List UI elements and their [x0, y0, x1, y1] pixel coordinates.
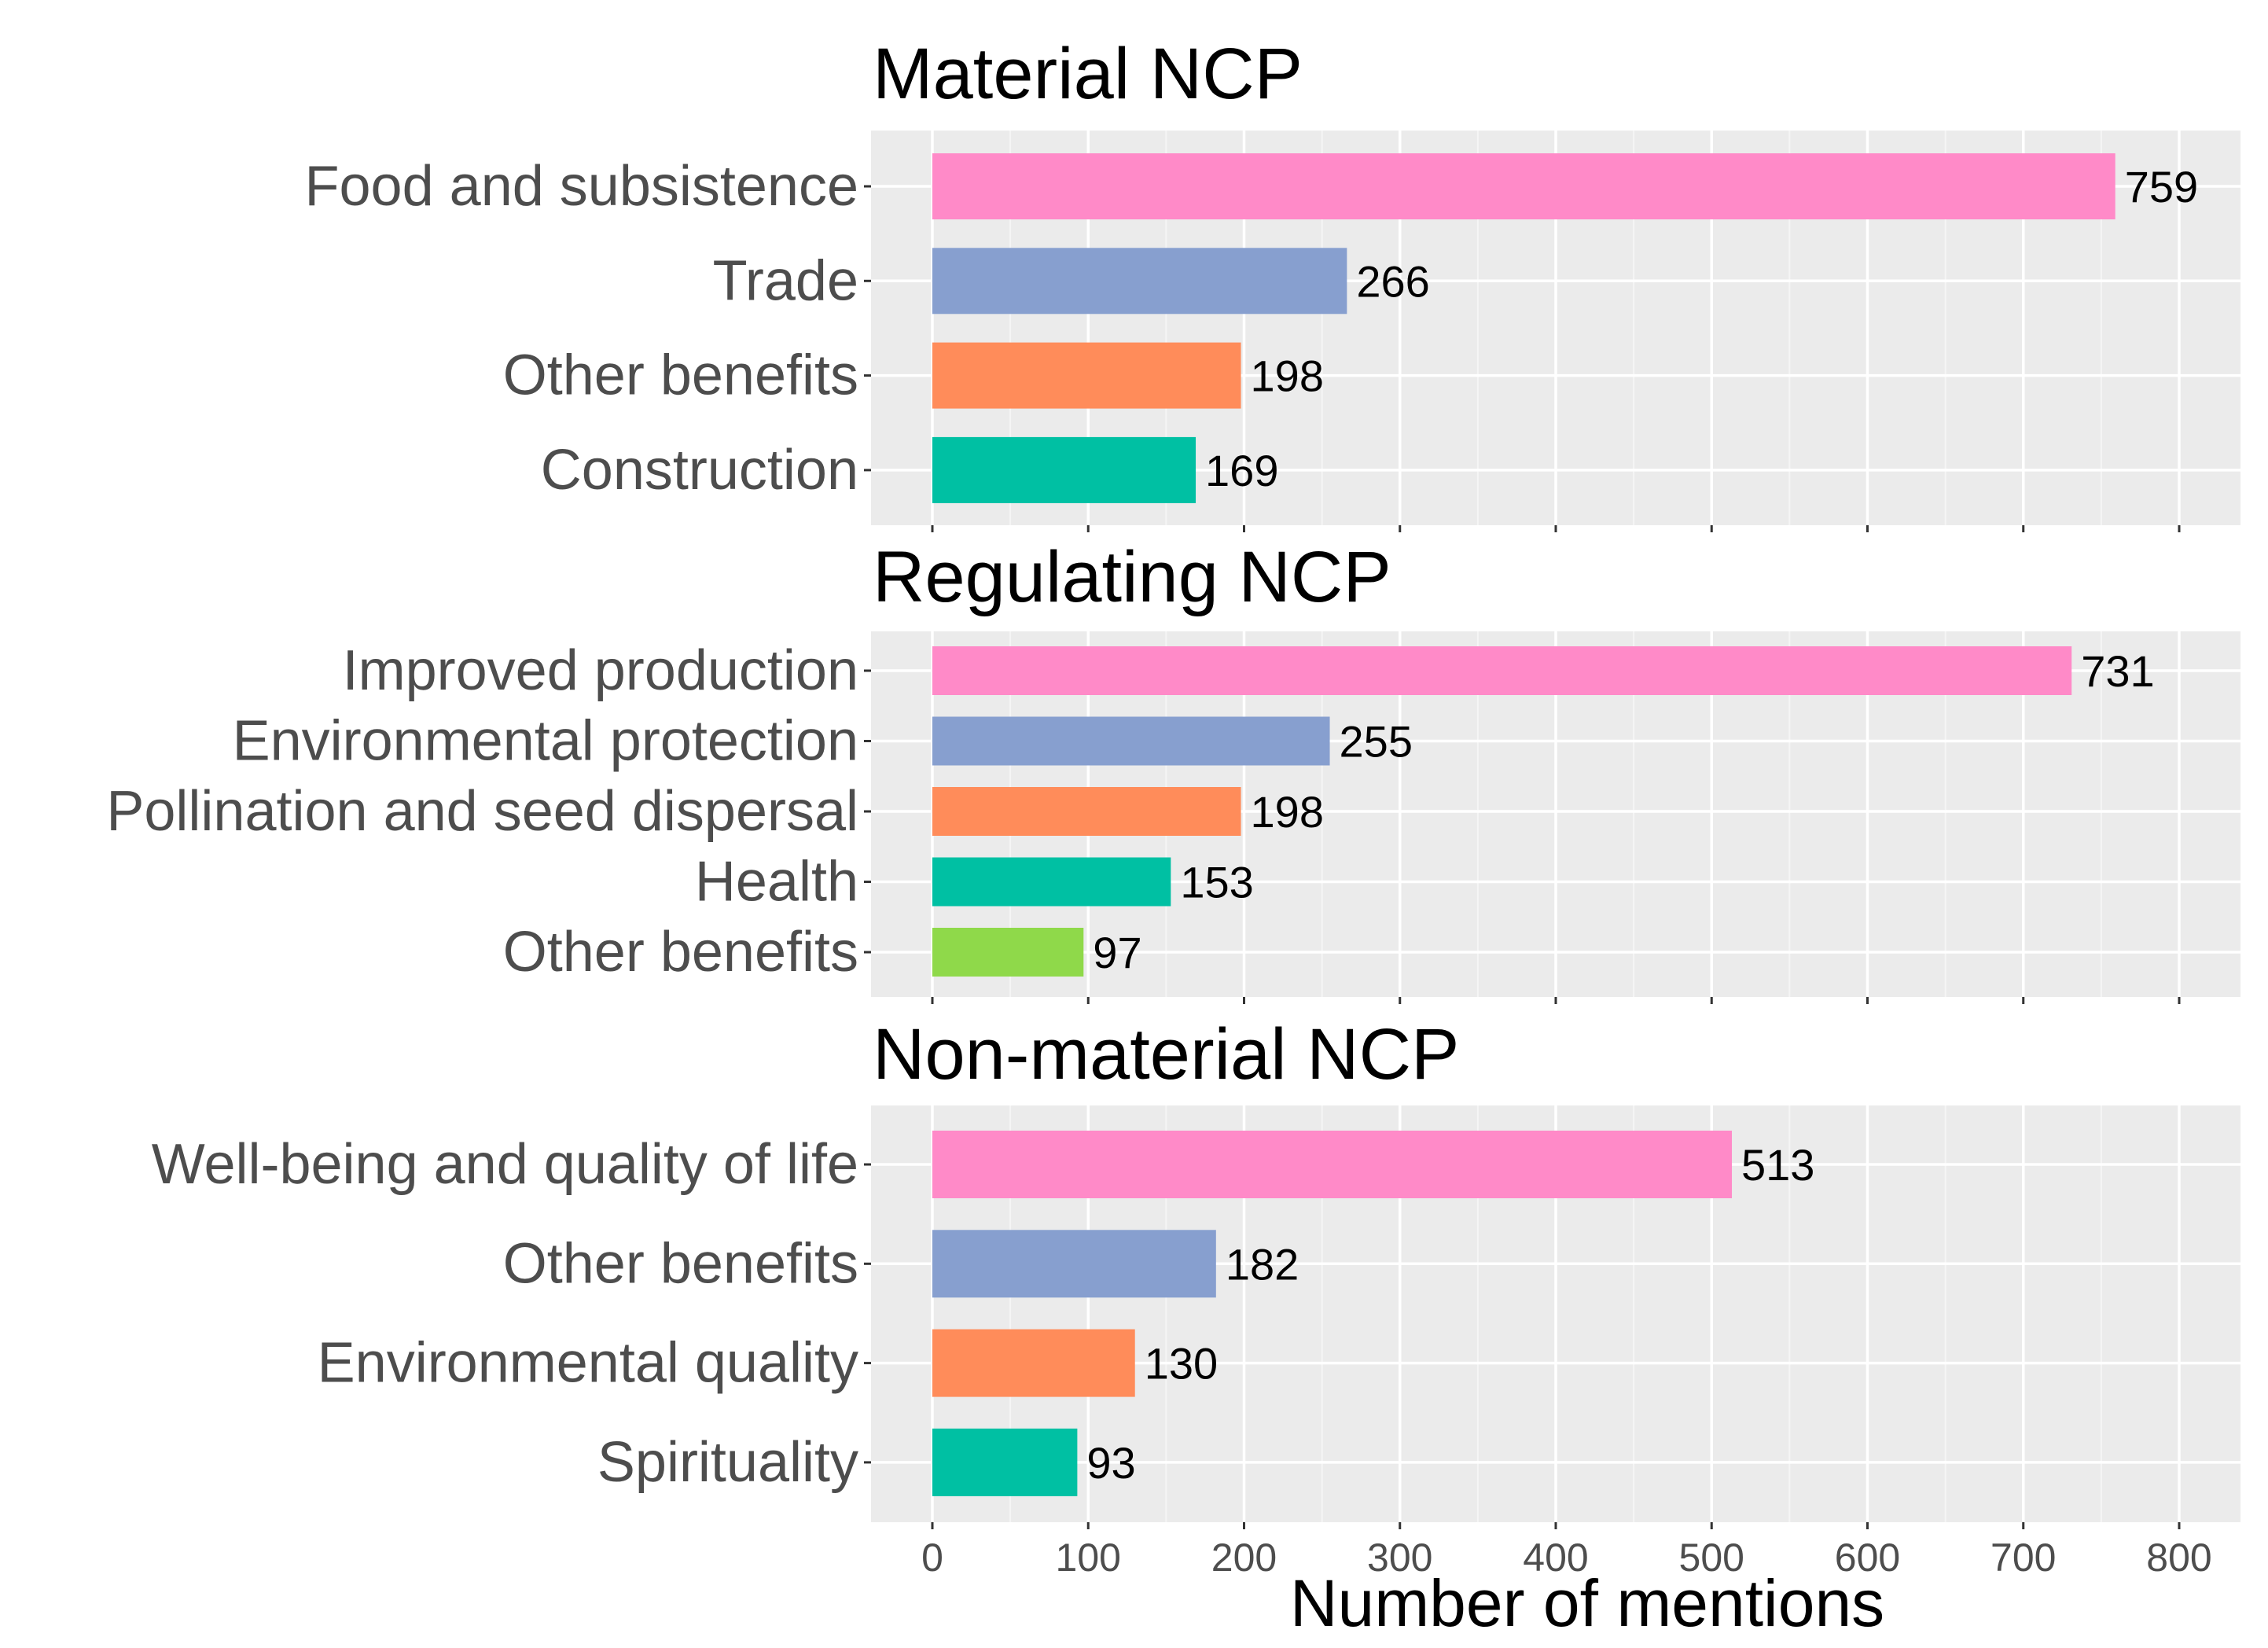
panel-title: Non-material NCP	[873, 1014, 1459, 1094]
x-tick-label: 800	[2146, 1536, 2211, 1580]
category-label: Food and subsistence	[305, 155, 858, 218]
value-label: 266	[1356, 256, 1429, 306]
value-label: 97	[1093, 928, 1141, 977]
value-label: 731	[2081, 646, 2154, 696]
category-label: Environmental protection	[233, 710, 858, 773]
category-label: Other benefits	[503, 1232, 858, 1295]
x-tick-label: 700	[1990, 1536, 2056, 1580]
category-label: Other benefits	[503, 344, 858, 407]
x-tick-label: 600	[1835, 1536, 1900, 1580]
value-label: 93	[1086, 1438, 1135, 1488]
bar-health	[932, 857, 1171, 907]
value-label: 759	[2125, 162, 2198, 212]
value-label: 130	[1145, 1339, 1218, 1389]
category-label: Environmental quality	[318, 1332, 858, 1395]
panel-title: Material NCP	[873, 34, 1303, 114]
value-label: 198	[1251, 787, 1324, 837]
bar-trade	[932, 248, 1347, 315]
category-label: Pollination and seed dispersal	[106, 780, 858, 843]
x-tick-label: 400	[1523, 1536, 1588, 1580]
x-tick-label: 500	[1679, 1536, 1744, 1580]
bar-improved-production	[932, 646, 2072, 695]
bar-construction	[932, 436, 1196, 503]
bar-other-benefits	[932, 342, 1241, 409]
bar-other-benefits	[932, 928, 1084, 977]
bar-well-being-and-quality-of-life	[932, 1131, 1733, 1198]
bar-food-and-subsistence	[932, 153, 2115, 219]
category-label: Improved production	[343, 639, 858, 702]
value-label: 255	[1340, 717, 1413, 767]
value-label: 182	[1226, 1239, 1299, 1289]
bar-pollination-and-seed-dispersal	[932, 787, 1241, 836]
value-label: 513	[1741, 1140, 1814, 1190]
bar-environmental-protection	[932, 716, 1330, 766]
x-tick-label: 300	[1367, 1536, 1432, 1580]
x-axis-title: Number of mentions	[1290, 1566, 1884, 1640]
category-label: Trade	[713, 249, 858, 312]
value-label: 169	[1205, 446, 1278, 495]
x-tick-label: 0	[921, 1536, 943, 1580]
x-tick-label: 200	[1211, 1536, 1277, 1580]
bar-environmental-quality	[932, 1329, 1135, 1397]
value-label: 198	[1251, 351, 1324, 401]
category-label: Health	[695, 851, 858, 914]
category-label: Spirituality	[597, 1431, 858, 1494]
panel-title: Regulating NCP	[873, 537, 1391, 617]
value-label: 153	[1180, 858, 1253, 907]
x-tick-label: 100	[1056, 1536, 1121, 1580]
bar-spirituality	[932, 1428, 1078, 1496]
bar-other-benefits	[932, 1230, 1216, 1298]
category-label: Other benefits	[503, 921, 858, 984]
category-label: Construction	[541, 439, 858, 502]
category-label: Well-being and quality of life	[152, 1133, 858, 1196]
